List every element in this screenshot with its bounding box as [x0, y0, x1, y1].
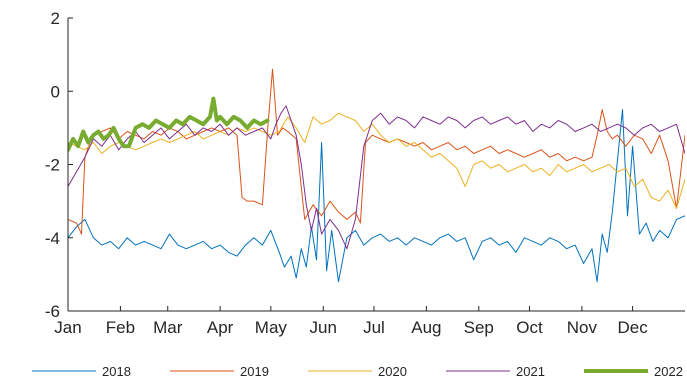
legend-item-2019: 2019 — [170, 364, 269, 379]
x-tick-label-sep: Sep — [464, 318, 494, 337]
y-tick-label: -4 — [45, 229, 60, 248]
x-tick-label-apr: Apr — [207, 318, 234, 337]
legend-label: 2020 — [378, 364, 407, 379]
series-line-2021 — [68, 105, 685, 250]
y-tick-label: -2 — [45, 156, 60, 175]
x-tick-label-nov: Nov — [567, 318, 598, 337]
x-tick-label-jan: Jan — [54, 318, 81, 337]
y-tick-label: -6 — [45, 302, 60, 321]
legend-label: 2022 — [654, 364, 683, 379]
x-tick-label-aug: Aug — [411, 318, 441, 337]
x-tick-label-jul: Jul — [363, 318, 385, 337]
series-line-2020 — [68, 112, 685, 209]
x-tick-label-may: May — [255, 318, 288, 337]
legend-label: 2019 — [240, 364, 269, 379]
legend-item-2018: 2018 — [32, 364, 131, 379]
legend-label: 2021 — [516, 364, 545, 379]
y-tick-label: 2 — [51, 9, 60, 28]
x-tick-label-feb: Feb — [106, 318, 135, 337]
series-layer — [68, 68, 685, 283]
x-tick-label-dec: Dec — [617, 318, 648, 337]
y-tick-label: 0 — [51, 82, 60, 101]
series-line-2018 — [68, 109, 685, 283]
x-tick-label-oct: Oct — [516, 318, 543, 337]
legend: 2018 2019 2020 2021 2022 — [32, 364, 683, 379]
x-tick-label-mar: Mar — [153, 318, 183, 337]
legend-item-2021: 2021 — [446, 364, 545, 379]
legend-item-2020: 2020 — [308, 364, 407, 379]
x-tick-label-jun: Jun — [310, 318, 337, 337]
series-line-2022 — [68, 96, 270, 152]
series-line-2019 — [68, 68, 685, 235]
legend-label: 2018 — [102, 364, 131, 379]
legend-item-2022: 2022 — [584, 364, 683, 379]
